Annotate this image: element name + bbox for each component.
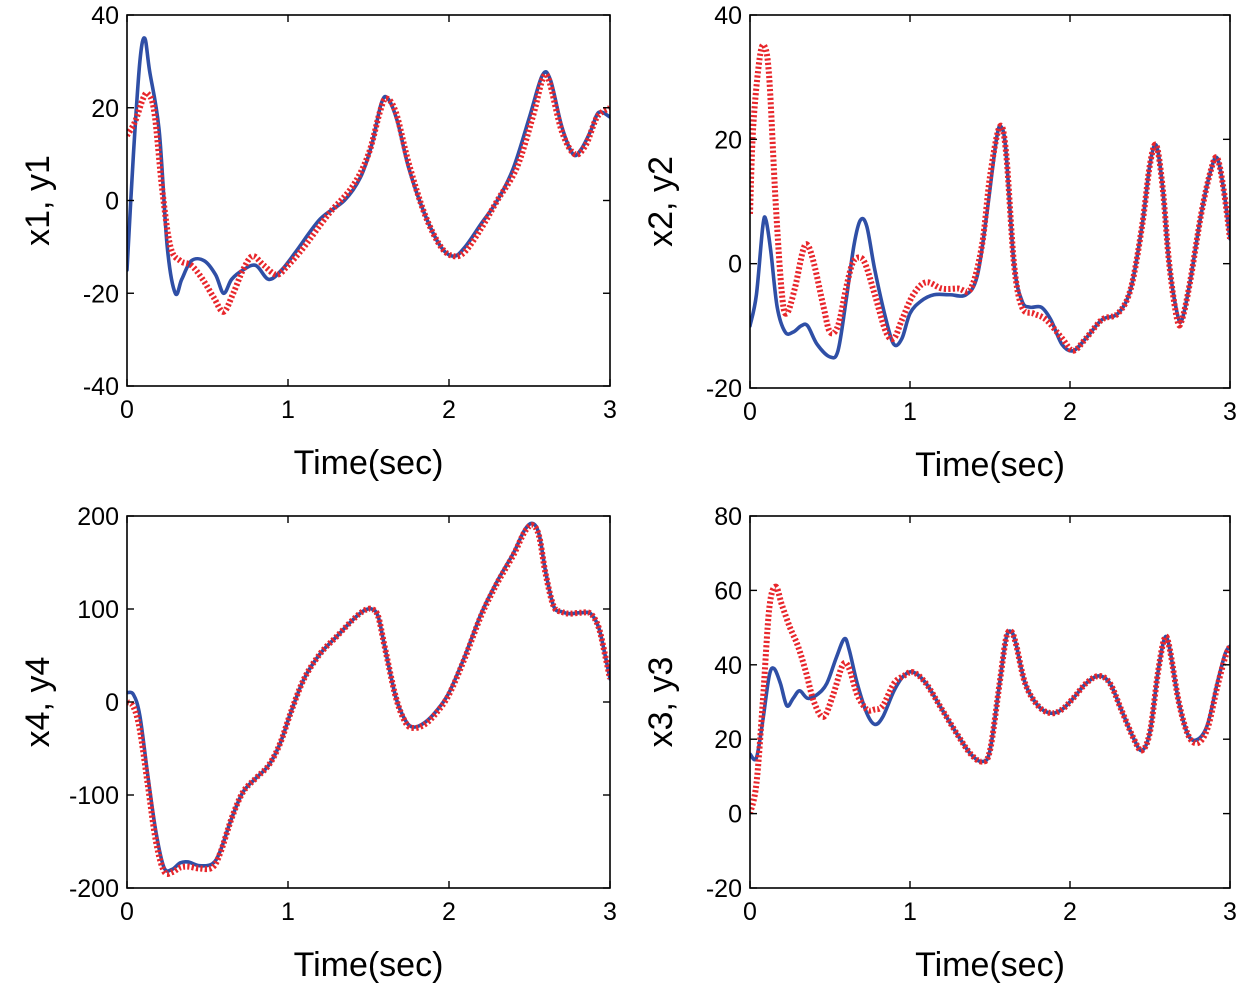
plot-area (127, 15, 610, 386)
x-tick-label: 2 (442, 396, 456, 424)
y-tick-label: 40 (91, 2, 119, 30)
subplot-x1-y1: 0 1 2 3 -40 -20 0 20 40 Time(sec) x1, y1 (19, 2, 617, 482)
series-line-y2 (750, 41, 1230, 354)
y-tick-label: 40 (714, 652, 742, 680)
y-tick-label: -100 (69, 782, 119, 810)
x-tick-label: 2 (1063, 898, 1077, 926)
x-tick-label: 1 (281, 396, 295, 424)
y-tick-label: 60 (714, 577, 742, 605)
x-tick-label: 3 (603, 898, 617, 926)
series-line-x1 (127, 36, 610, 297)
plot-area (750, 516, 1230, 888)
y-tick-label: 80 (714, 503, 742, 531)
x-tick-label: 2 (442, 898, 456, 926)
y-tick-label: 20 (91, 95, 119, 123)
y-tick-label: 0 (728, 801, 742, 829)
axes-frame (749, 515, 1231, 889)
axes-frame (749, 14, 1231, 389)
x-tick-label: 0 (120, 396, 134, 424)
y-tick-label: -20 (706, 375, 742, 403)
x-tick-label: 1 (903, 898, 917, 926)
x-tick-label: 3 (1223, 898, 1237, 926)
y-axis-label: x1, y1 (19, 155, 57, 246)
y-tick-label: -20 (706, 875, 742, 903)
x-tick-label: 3 (1223, 398, 1237, 426)
x-tick-label: 1 (281, 898, 295, 926)
y-tick-label: 0 (728, 251, 742, 279)
series-line-y4 (127, 522, 610, 877)
y-tick-label: -200 (69, 875, 119, 903)
x-axis-label: Time(sec) (294, 946, 444, 984)
x-tick-label: 3 (603, 396, 617, 424)
y-tick-label: -20 (83, 280, 119, 308)
y-tick-label: 20 (714, 726, 742, 754)
y-tick-label: 0 (105, 188, 119, 216)
y-axis-label: x2, y2 (642, 156, 680, 247)
y-tick-label: 200 (77, 503, 119, 531)
y-tick-label: 100 (77, 596, 119, 624)
x-axis-label: Time(sec) (294, 444, 444, 482)
y-axis-label: x4, y4 (19, 657, 57, 748)
y-tick-label: 20 (714, 126, 742, 154)
y-tick-label: 0 (105, 689, 119, 717)
y-axis-label: x3, y3 (642, 657, 680, 748)
x-tick-label: 0 (743, 898, 757, 926)
x-tick-label: 0 (120, 898, 134, 926)
x-axis-label: Time(sec) (915, 446, 1065, 484)
y-tick-label: 40 (714, 2, 742, 30)
series-line-y1 (127, 71, 610, 315)
y-tick-label: -40 (83, 373, 119, 401)
subplot-x4-y4: 0 1 2 3 -200 -100 0 100 200 Time(sec) x4, y4 (19, 503, 617, 984)
plot-area (127, 516, 610, 888)
series-line-x2 (750, 124, 1230, 360)
x-tick-label: 1 (903, 398, 917, 426)
x-tick-label: 2 (1063, 398, 1077, 426)
x-tick-label: 0 (743, 398, 757, 426)
series-line-y3 (750, 583, 1230, 815)
x-axis-label: Time(sec) (915, 946, 1065, 984)
